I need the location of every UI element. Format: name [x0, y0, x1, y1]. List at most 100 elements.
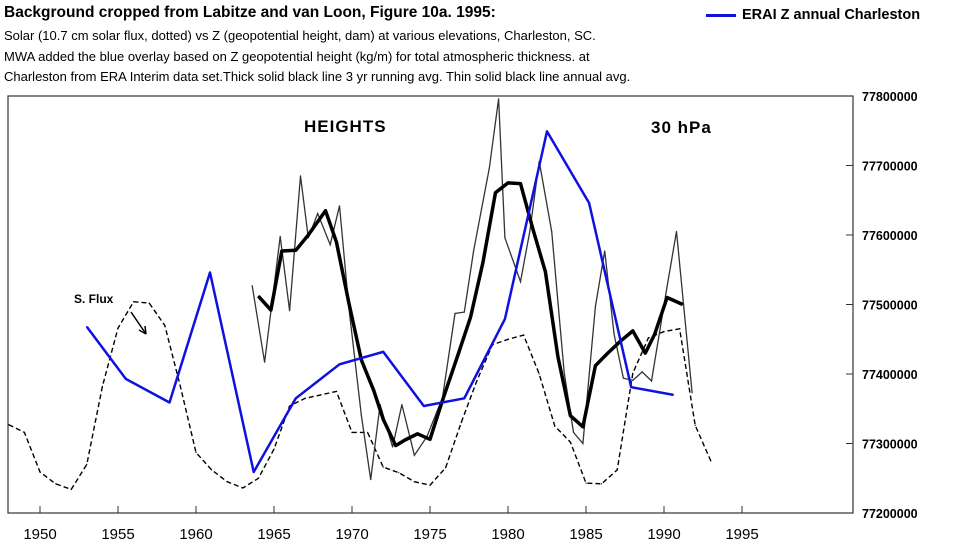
- y-tick-label-5: 77700000: [862, 160, 918, 174]
- thin-solid-series-point-3: [289, 310, 291, 312]
- thin-solid-series-point-18: [454, 312, 456, 315]
- thin-solid-series-point-1: [264, 361, 266, 363]
- thin-solid-series-point-10: [360, 415, 362, 417]
- thick-solid-series-point-15: [441, 399, 444, 401]
- dashed-series-point-14: [226, 481, 228, 483]
- thin-solid-series-point-40: [691, 392, 693, 394]
- dashed-series-point-34: [538, 373, 540, 375]
- dashed-series-point-16: [257, 477, 259, 479]
- thick-solid-series-point-24: [557, 356, 559, 358]
- thick-solid-series-point-32: [654, 333, 656, 335]
- dashed-series-point-13: [211, 469, 213, 471]
- dashed-series-point-10: [164, 324, 166, 326]
- legend-label: ERAI Z annual Charleston: [742, 7, 921, 23]
- y-tick-label-3: 77500000: [862, 299, 918, 313]
- thin-solid-series-point-34: [622, 377, 625, 379]
- thick-solid-series-point-8: [360, 359, 362, 361]
- legend-blue-line-swatch: [706, 13, 736, 17]
- thick-solid-series-point-5: [324, 210, 327, 212]
- thick-solid-series-point-7: [348, 302, 350, 304]
- thin-solid-series-point-21: [488, 167, 490, 169]
- legend: ERAI Z annual Charleston: [706, 7, 920, 23]
- thin-solid-series-point-7: [329, 244, 331, 246]
- thick-solid-series-point-22: [532, 228, 534, 230]
- dashed-series-point-22: [351, 431, 353, 433]
- blue-solid-series-point-3: [209, 271, 211, 274]
- dashed-series-point-33: [523, 334, 525, 336]
- thick-solid-series-point-17: [470, 316, 472, 318]
- dashed-series-point-36: [569, 441, 572, 443]
- dashed-series-point-35: [554, 425, 556, 427]
- thick-solid-series-point-0: [257, 295, 259, 297]
- dashed-series-point-0: [8, 424, 10, 426]
- blue-solid-series-point-5: [295, 397, 297, 399]
- thin-solid-series-point-20: [473, 249, 475, 251]
- thin-solid-series: [251, 98, 693, 481]
- s-flux-arrow-shaft: [130, 311, 147, 335]
- blue-solid-series-point-6: [338, 363, 341, 365]
- thick-solid-series-point-1: [270, 309, 272, 311]
- blue-solid-series: [85, 130, 675, 474]
- dashed-series-point-38: [601, 483, 603, 485]
- label-layer: HEIGHTS 30 hPa S. Flux: [74, 117, 712, 335]
- axis-layer: 77200000 77300000 77400000 77500000 77600000…: [23, 90, 917, 543]
- description-line-2: MWA added the blue overlay based on Z ge…: [4, 49, 590, 64]
- thin-solid-series-point-30: [582, 442, 584, 445]
- thin-solid-series-point-35: [632, 379, 634, 381]
- thin-solid-series-point-28: [563, 372, 565, 374]
- plot-frame-layer: [7, 95, 854, 514]
- thick-solid-series-point-30: [632, 330, 634, 332]
- thin-solid-series-point-6: [317, 212, 319, 215]
- plot-frame: [7, 95, 854, 514]
- thin-solid-series-point-15: [413, 454, 415, 456]
- dashed-series-point-19: [304, 397, 306, 399]
- dashed-series-point-11: [179, 385, 181, 388]
- thin-solid-series-point-31: [594, 306, 597, 308]
- thick-solid-series-point-34: [682, 303, 684, 306]
- thick-solid-series-point-10: [382, 418, 384, 420]
- thick-solid-series-line: [257, 181, 684, 448]
- dashed-series-point-17: [273, 448, 275, 450]
- thick-solid-series-point-20: [507, 182, 509, 184]
- thin-solid-series-point-25: [529, 230, 531, 233]
- x-tick-label-5: 1975: [413, 526, 446, 543]
- x-tick-label-1: 1955: [101, 526, 134, 543]
- thick-solid-series-point-21: [519, 183, 522, 185]
- thick-solid-series-point-16: [457, 353, 459, 356]
- thick-solid-series-point-33: [666, 296, 668, 299]
- thick-solid-series-point-6: [335, 241, 337, 243]
- dashed-series-point-26: [413, 481, 415, 483]
- dashed-series-point-29: [460, 422, 462, 424]
- s-flux-arrow-head: [138, 325, 147, 335]
- dashed-series-point-45: [710, 460, 712, 462]
- x-tick-label-7: 1985: [569, 526, 602, 543]
- dashed-series-point-28: [445, 467, 447, 469]
- thick-solid-series-point-12: [404, 439, 406, 441]
- y-tick-label-6: 77800000: [862, 90, 918, 104]
- dashed-series-point-27: [429, 484, 431, 486]
- thin-solid-series-point-19: [463, 311, 465, 313]
- dashed-series-point-43: [679, 328, 681, 330]
- dashed-series-line: [8, 300, 712, 491]
- series-layer: [8, 98, 712, 491]
- x-tick-label-2: 1960: [179, 526, 212, 543]
- dashed-series-point-6: [101, 385, 103, 388]
- panel-label-pressure: 30 hPa: [651, 118, 712, 137]
- description-line-3: Charleston from ERA Interim data set.Thi…: [4, 69, 631, 84]
- dashed-series-point-40: [632, 372, 634, 374]
- thin-solid-series-point-39: [675, 230, 678, 233]
- y-tick-label-2: 77400000: [862, 368, 918, 382]
- dashed-series-point-30: [476, 380, 478, 382]
- thick-solid-series-point-18: [482, 261, 484, 263]
- thick-solid-series-point-11: [395, 445, 397, 447]
- dashed-series-point-41: [647, 337, 650, 339]
- dashed-series-point-21: [335, 390, 337, 392]
- dashed-series-point-24: [382, 466, 384, 468]
- blue-solid-series-point-10: [504, 318, 506, 320]
- thin-solid-series-point-37: [650, 380, 653, 382]
- thin-solid-series-point-4: [299, 175, 302, 177]
- dashed-series-point-20: [320, 394, 322, 396]
- y-tick-label-0: 77200000: [862, 507, 918, 521]
- thick-solid-series-point-28: [607, 352, 609, 354]
